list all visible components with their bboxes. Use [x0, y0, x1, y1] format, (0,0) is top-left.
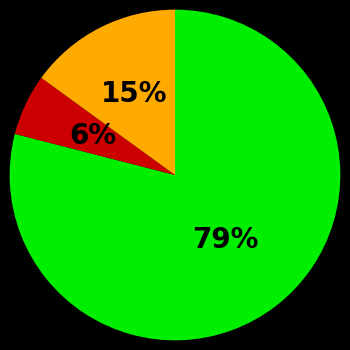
Text: 15%: 15% — [100, 80, 167, 108]
Wedge shape — [15, 78, 175, 175]
Text: 6%: 6% — [69, 122, 116, 150]
Wedge shape — [10, 10, 340, 340]
Wedge shape — [41, 10, 175, 175]
Text: 79%: 79% — [193, 226, 259, 254]
